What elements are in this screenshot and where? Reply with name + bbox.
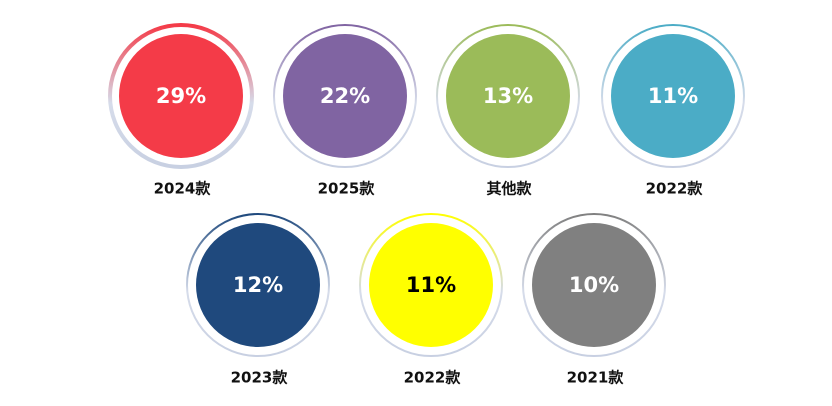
category-label: 2025款 (318, 180, 376, 198)
category-label: 2024款 (154, 180, 212, 198)
category-label: 其他款 (486, 180, 532, 198)
circle (532, 223, 656, 347)
value-label: 12% (233, 273, 283, 297)
category-label: 2022款 (646, 180, 704, 198)
category-label: 2023款 (231, 369, 289, 387)
circle (119, 34, 243, 158)
circle (611, 34, 735, 158)
value-label: 22% (320, 84, 370, 108)
circle (446, 34, 570, 158)
category-label: 2021款 (567, 369, 625, 387)
circle (283, 34, 407, 158)
value-label: 29% (156, 84, 206, 108)
value-label: 11% (648, 84, 698, 108)
circle (369, 223, 493, 347)
category-label: 2022款 (404, 369, 462, 387)
value-label: 10% (569, 273, 619, 297)
value-label: 11% (406, 273, 456, 297)
circle (196, 223, 320, 347)
value-label: 13% (483, 84, 533, 108)
